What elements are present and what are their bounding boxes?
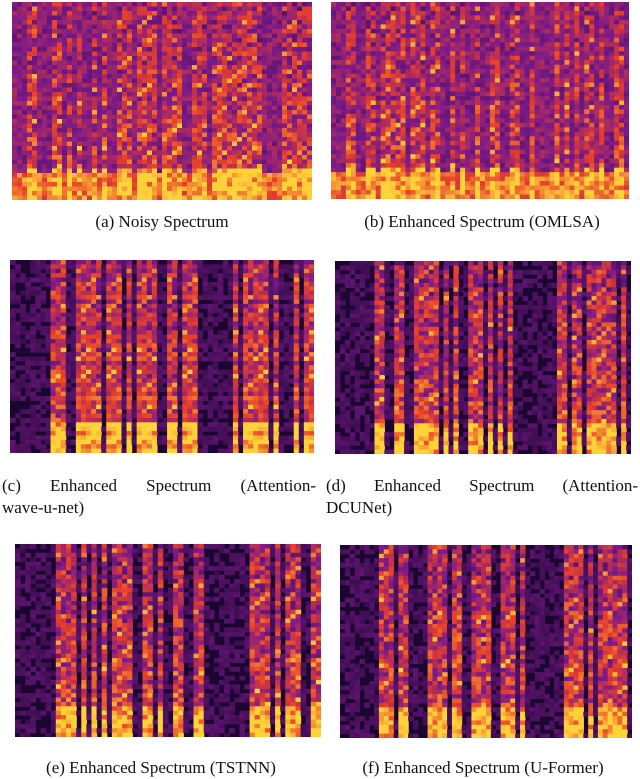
attention-dcunet-spectrogram: [335, 261, 631, 454]
attention-wave-u-net-spectrogram: [10, 260, 314, 453]
u-former-spectrogram: [340, 545, 632, 738]
caption-b: (b) Enhanced Spectrum (OMLSA): [324, 211, 640, 233]
noisy-spectrogram: [12, 2, 312, 200]
caption-a: (a) Noisy Spectrum: [12, 211, 312, 233]
spectrogram-cells: [10, 260, 314, 453]
caption-c-line1: (c) Enhanced Spectrum (Attention-: [2, 475, 316, 497]
spectrogram-cells: [12, 2, 312, 200]
tstnn-spectrogram: [15, 544, 321, 737]
caption-c-line2: wave-u-net): [2, 497, 316, 519]
caption-d-line1: (d) Enhanced Spectrum (Attention-: [326, 475, 638, 497]
spectrogram-cells: [331, 2, 629, 199]
caption-d-line2: DCUNet): [326, 497, 638, 519]
spectrogram-cells: [15, 544, 321, 737]
spectrogram-cells: [340, 545, 632, 738]
omlsa-spectrogram: [331, 2, 629, 199]
